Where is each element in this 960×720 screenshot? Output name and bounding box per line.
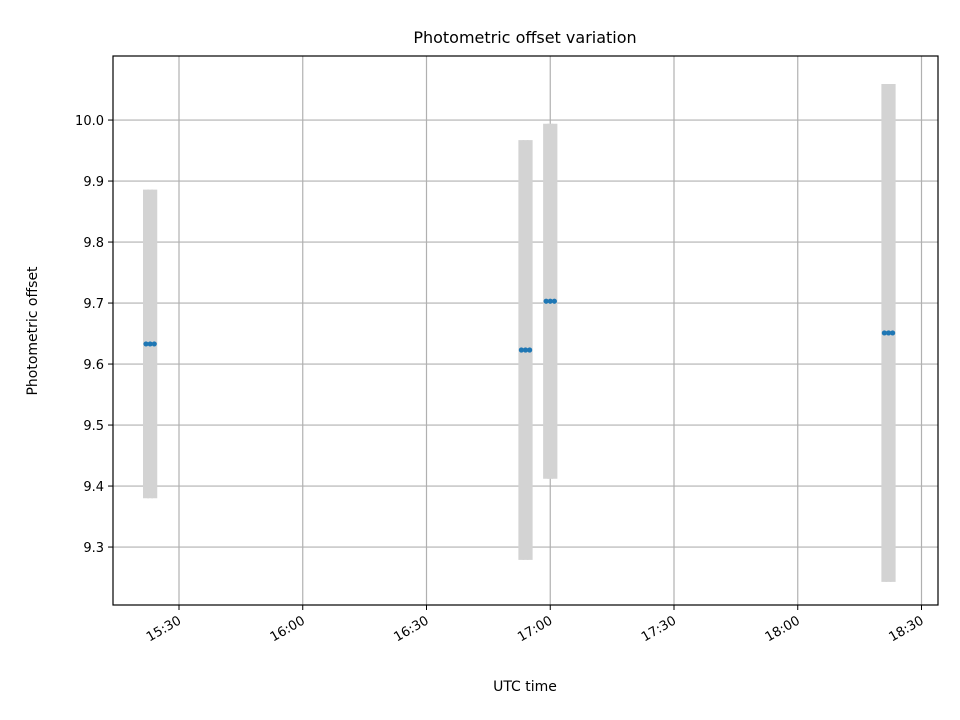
data-point [522, 347, 529, 353]
data-point [551, 298, 557, 304]
data-point [147, 341, 153, 347]
data-point [143, 341, 149, 347]
y-tick-label: 9.3 [83, 541, 104, 556]
data-point [890, 330, 896, 336]
data-point [885, 330, 892, 336]
y-tick-label: 9.8 [83, 236, 104, 251]
x-axis-label: UTC time [493, 679, 557, 695]
y-axis-label: Photometric offset [25, 266, 41, 396]
y-tick-label: 9.4 [83, 480, 104, 495]
y-tick-label: 10.0 [75, 114, 104, 129]
data-points [143, 298, 896, 353]
data-point [547, 298, 553, 304]
data-point [151, 341, 157, 347]
chart-title: Photometric offset variation [413, 28, 636, 47]
y-axis-ticks: 9.3 9.4 9.5 9.6 9.7 9.8 9.9 10.0 [75, 114, 113, 556]
y-tick-label: 9.6 [83, 358, 104, 373]
y-tick-label: 9.5 [83, 419, 104, 434]
data-point [518, 347, 524, 353]
data-point [543, 298, 549, 304]
data-point [527, 347, 533, 353]
plot-frame [112, 55, 939, 606]
data-point [881, 330, 887, 336]
y-tick-label: 9.7 [83, 297, 104, 312]
y-tick-label: 9.9 [83, 175, 104, 190]
